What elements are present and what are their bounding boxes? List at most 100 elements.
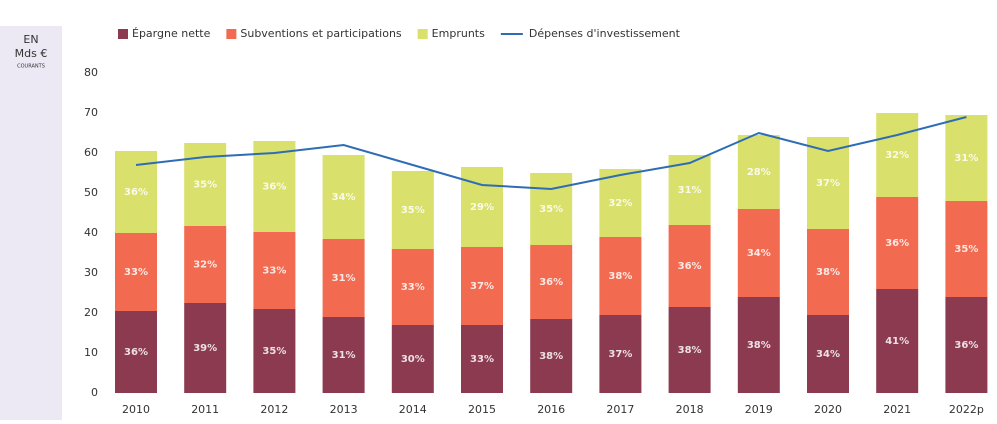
bar-segment	[461, 325, 503, 393]
bar-segment	[876, 197, 919, 289]
y-tick-label: 30	[84, 266, 98, 279]
bar-segment	[807, 137, 849, 229]
share-label: 35%	[401, 205, 425, 216]
y-tick-label: 70	[84, 106, 98, 119]
bar-segment	[530, 173, 573, 245]
share-label: 30%	[401, 354, 425, 365]
x-tick-label: 2015	[468, 403, 496, 416]
y-tick-label: 50	[84, 186, 98, 199]
share-label: 36%	[124, 187, 148, 198]
share-label: 33%	[470, 354, 494, 365]
share-label: 35%	[262, 346, 286, 357]
line-series	[135, 116, 967, 191]
share-label: 31%	[332, 350, 356, 361]
bar-segment	[668, 155, 711, 225]
y-tick-label: 20	[84, 306, 98, 319]
share-label: 32%	[193, 259, 217, 270]
share-label: 37%	[470, 281, 494, 292]
bar-segment	[391, 325, 434, 393]
y-label-note: COURANTS	[17, 64, 45, 70]
bar-segment	[391, 171, 434, 249]
share-label: 34%	[816, 349, 840, 360]
share-label: 29%	[470, 202, 494, 213]
share-label: 38%	[539, 351, 563, 362]
bar-segment	[115, 311, 157, 393]
bar-segment	[807, 229, 849, 315]
x-tick-label: 2012	[260, 403, 288, 416]
bar-segment	[807, 315, 849, 393]
x-tick-label: 2019	[745, 403, 773, 416]
bar-segment	[737, 209, 780, 297]
share-label: 28%	[747, 167, 771, 178]
share-label: 36%	[124, 347, 148, 358]
x-tick-label: 2016	[537, 403, 565, 416]
bar-segment	[945, 115, 988, 201]
y-tick-label: 0	[91, 386, 98, 399]
share-label: 32%	[885, 150, 909, 161]
bar-segment	[322, 317, 365, 393]
y-label-unit: Mds €	[15, 47, 48, 60]
x-tick-label: 2013	[330, 403, 358, 416]
share-label: 36%	[954, 340, 978, 351]
share-label: 38%	[816, 267, 840, 278]
bar-segment	[391, 249, 434, 325]
share-label: 31%	[678, 185, 702, 196]
bar-segment	[461, 247, 503, 325]
bar-segment	[876, 113, 919, 197]
bar-segment	[599, 169, 642, 237]
share-label: 34%	[747, 248, 771, 259]
share-label: 41%	[885, 336, 909, 347]
y-tick-label: 10	[84, 346, 98, 359]
legend-label: Emprunts	[432, 27, 485, 40]
legend-swatch	[226, 29, 237, 39]
share-label: 35%	[193, 179, 217, 190]
bar-segment	[253, 231, 296, 309]
share-label: 35%	[954, 244, 978, 255]
y-label-panel	[0, 26, 62, 420]
share-label: 31%	[954, 153, 978, 164]
share-label: 39%	[193, 343, 217, 354]
x-tick-label: 2014	[399, 403, 427, 416]
share-label: 36%	[262, 181, 286, 192]
bar-segment	[945, 201, 988, 297]
x-tick-label: 2018	[676, 403, 704, 416]
x-tick-label: 2021	[883, 403, 911, 416]
bar-segment	[668, 307, 711, 393]
x-tick-label: 2020	[814, 403, 842, 416]
legend-swatch	[417, 29, 428, 39]
bar-segment	[668, 225, 711, 307]
bar-segment	[530, 245, 573, 319]
x-tick-label: 2011	[191, 403, 219, 416]
bar-segment	[737, 297, 780, 393]
y-tick-label: 60	[84, 146, 98, 159]
bar-segment	[322, 239, 365, 317]
bar-segment	[530, 319, 573, 393]
share-label: 34%	[332, 192, 356, 203]
share-label: 38%	[747, 340, 771, 351]
share-label: 38%	[608, 271, 632, 282]
share-label: 33%	[262, 265, 286, 276]
x-tick-label: 2010	[122, 403, 150, 416]
share-label: 35%	[539, 204, 563, 215]
x-tick-label: 2017	[606, 403, 634, 416]
legend-swatch	[118, 29, 128, 39]
share-label: 38%	[678, 345, 702, 356]
bar-segment	[184, 225, 227, 303]
share-label: 32%	[608, 198, 632, 209]
bar-segment	[876, 289, 919, 393]
share-label: 36%	[678, 261, 702, 272]
share-label: 37%	[816, 178, 840, 189]
share-label: 33%	[124, 267, 148, 278]
bar-segment	[253, 141, 296, 232]
share-label: 37%	[608, 349, 632, 360]
x-tick-label: 2022p	[949, 403, 984, 416]
legend-label: Épargne nette	[132, 27, 211, 40]
bar-segment	[184, 303, 227, 393]
bar-segment	[253, 309, 296, 393]
bar-segment	[945, 297, 988, 393]
share-label: 31%	[332, 273, 356, 284]
bar-segment	[737, 135, 780, 209]
share-label: 36%	[539, 277, 563, 288]
bar-segment	[322, 155, 365, 239]
